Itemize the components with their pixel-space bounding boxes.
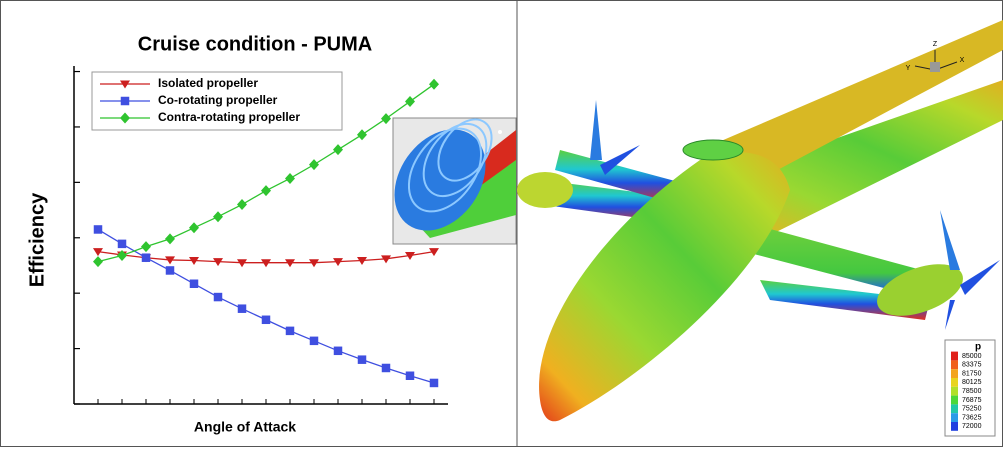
legend-marker (120, 80, 130, 89)
data-point (213, 258, 223, 267)
colorbar-label: 75250 (962, 406, 982, 413)
colorbar-swatch (951, 378, 958, 387)
data-point (333, 144, 343, 156)
data-point (333, 258, 343, 267)
data-point (165, 256, 175, 265)
aircraft-render (517, 20, 1003, 422)
data-point (189, 256, 199, 265)
data-point (429, 248, 439, 257)
legend-marker (120, 96, 130, 106)
data-point (93, 248, 103, 257)
colorbar-label: 73625 (962, 414, 982, 421)
data-point (237, 304, 247, 313)
axes-triad (914, 50, 958, 72)
data-point (309, 336, 319, 346)
data-point (357, 256, 367, 265)
legend-label: Isolated propeller (158, 76, 258, 90)
colorbar-swatch (951, 422, 958, 431)
data-point (141, 241, 151, 253)
colorbar-label: 80125 (962, 379, 982, 386)
data-point (381, 113, 391, 125)
colorbar-label: 76875 (962, 397, 982, 404)
colorbar-swatch (951, 395, 958, 405)
data-point (189, 279, 199, 289)
data-point (261, 185, 271, 197)
data-point (381, 363, 391, 373)
legend-marker (120, 112, 130, 124)
colorbar-swatch (951, 369, 958, 378)
data-point (381, 255, 391, 264)
data-point (165, 233, 175, 245)
data-point (309, 259, 319, 268)
data-point (237, 259, 247, 268)
triad-label: Z (933, 41, 938, 48)
data-point (261, 315, 271, 325)
colorbar-swatch (951, 351, 958, 361)
colorbar-label: 72000 (962, 423, 982, 430)
data-point (237, 199, 247, 211)
data-point (93, 225, 103, 234)
colorbar-swatch (951, 360, 958, 370)
data-point (285, 326, 295, 336)
colorbar-label: 81750 (962, 370, 982, 377)
y-axis-label: Efficiency (26, 192, 48, 287)
colorbar-label: 78500 (962, 388, 982, 395)
chart-title: Cruise condition - PUMA (138, 33, 372, 55)
colorbar-swatch (951, 404, 958, 414)
colorbar-swatch (951, 386, 958, 396)
inset-image (392, 117, 517, 245)
data-point (429, 378, 439, 388)
data-point (357, 355, 367, 364)
data-point (141, 253, 151, 262)
data-point (117, 239, 127, 249)
data-point (93, 256, 103, 268)
legend-label: Co-rotating propeller (158, 93, 278, 107)
data-point (165, 266, 175, 275)
data-point (285, 259, 295, 268)
data-point (285, 172, 295, 184)
data-point (189, 222, 199, 234)
colorbar-label: 85000 (962, 353, 982, 360)
data-point (213, 211, 223, 223)
data-point (405, 371, 415, 380)
data-point (261, 259, 271, 268)
legend-label: Contra-rotating propeller (158, 110, 300, 124)
x-axis-label: Angle of Attack (194, 419, 296, 435)
data-point (213, 292, 223, 302)
triad-label: Y (906, 65, 911, 72)
data-point (405, 95, 415, 107)
data-point (117, 250, 127, 262)
colorbar-title: p (975, 342, 981, 353)
triad-label: X (960, 57, 965, 64)
data-point (357, 129, 367, 141)
data-point (405, 252, 415, 261)
colorbar-label: 83375 (962, 362, 982, 369)
data-point (429, 78, 439, 90)
data-point (309, 159, 319, 171)
data-point (333, 346, 343, 356)
colorbar-swatch (951, 413, 958, 422)
